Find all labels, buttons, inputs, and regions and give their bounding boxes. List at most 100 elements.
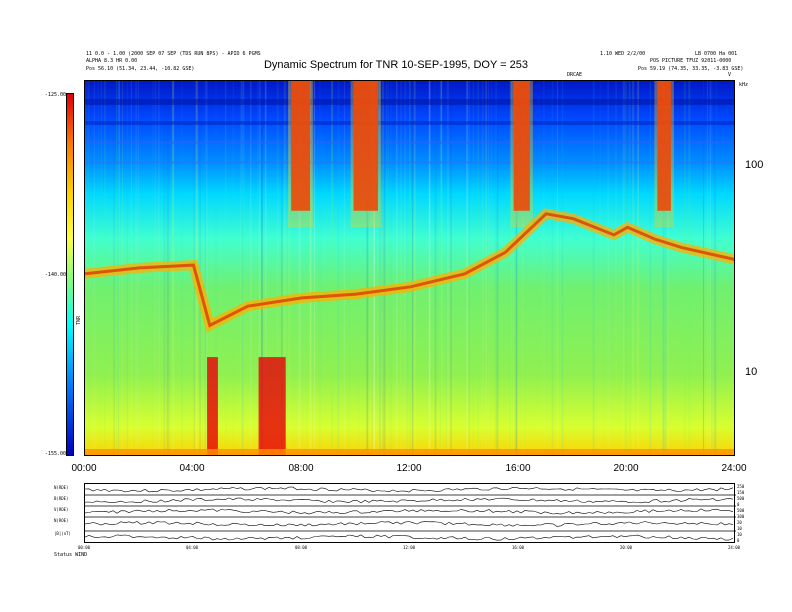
lower-panels [84, 483, 736, 543]
texture-streak [298, 81, 300, 455]
texture-streak [664, 81, 667, 455]
texture-streak [428, 81, 431, 455]
colorbar-label: TNR [76, 315, 82, 325]
texture-streak [390, 81, 392, 455]
panel-x-tick-1: 04:00 [185, 545, 199, 550]
texture-streak [382, 81, 385, 455]
texture-streak [378, 81, 381, 455]
colorbar [66, 93, 74, 456]
texture-streak [206, 81, 208, 455]
y-tick-10: 10 [745, 366, 758, 378]
texture-streak [556, 81, 559, 455]
radio-burst [657, 81, 671, 211]
texture-streak [371, 81, 373, 455]
texture-streak [662, 81, 665, 455]
texture-streak [283, 81, 286, 455]
texture-streak [411, 81, 414, 455]
horizontal-band [85, 121, 734, 125]
v-label: V [728, 72, 732, 78]
texture-streak [446, 81, 447, 455]
texture-streak [281, 81, 283, 455]
panel-label-5: |B|(nT) [54, 531, 71, 536]
texture-streak [306, 81, 308, 455]
panel-right-1b: 150 [737, 490, 745, 495]
texture-streak [615, 81, 617, 455]
texture-streak [709, 81, 712, 455]
header-left-line-1: 11 0.0 - 1.00 (2000 SEP 07 SEP (TDS RUN … [86, 51, 261, 57]
texture-streak [383, 81, 386, 455]
texture-streak [313, 81, 316, 455]
texture-streak [225, 81, 227, 455]
texture-streak [703, 81, 705, 455]
header-right-line-1: 1.10 WED 2/2/00 [600, 51, 646, 57]
texture-streak [371, 81, 373, 455]
texture-streak [319, 81, 321, 455]
texture-streak [599, 81, 601, 455]
texture-streak [276, 81, 279, 455]
texture-streak [622, 81, 625, 455]
texture-streak [386, 81, 388, 455]
texture-streak [256, 81, 258, 455]
texture-streak [522, 81, 524, 455]
panel-label-1: N(RDE) [54, 485, 69, 490]
panel-right-5b: 0 [737, 538, 740, 543]
chart-title: Dynamic Spectrum for TNR 10-SEP-1995, DO… [263, 59, 528, 71]
texture-streak [396, 81, 398, 455]
panel-x-tick-4: 16:00 [511, 545, 525, 550]
radio-burst [291, 81, 311, 211]
texture-streak [624, 81, 627, 455]
texture-streak [242, 81, 245, 455]
texture-streak [706, 81, 708, 455]
panel-label-3: V(ROE) [54, 507, 69, 512]
panel-trace [85, 497, 734, 504]
texture-streak [408, 81, 411, 455]
plasma-line-core [85, 212, 734, 328]
texture-streak [523, 81, 525, 455]
texture-streak [684, 81, 686, 455]
texture-streak [632, 81, 635, 455]
panel-right-5a: 10 [737, 532, 742, 537]
x-tick-6: 24:00 [721, 463, 747, 474]
texture-streak [637, 81, 640, 455]
radio-burst-halo [288, 81, 314, 228]
texture-streak [232, 81, 235, 455]
texture-streak [258, 81, 261, 455]
texture-streak [428, 81, 431, 455]
texture-streak [512, 81, 514, 455]
texture-streak [713, 81, 716, 455]
texture-streak [434, 81, 437, 455]
y-tick-100: 100 [745, 159, 764, 171]
texture-streak [400, 81, 402, 455]
unit-label: kHz [739, 82, 749, 88]
texture-streak [382, 81, 384, 455]
panel-right-4b: 10 [737, 526, 742, 531]
texture-streak [491, 81, 492, 455]
low-frequency-burst [258, 357, 286, 455]
texture-streak [509, 81, 511, 455]
texture-streak [260, 81, 263, 455]
radio-burst-halo [654, 81, 674, 228]
panel-right-4a: 20 [737, 520, 742, 525]
texture-streak [711, 81, 713, 455]
texture-streak [366, 81, 369, 455]
x-tick-5: 20:00 [613, 463, 639, 474]
horizontal-band [85, 141, 734, 144]
x-tick-4: 16:00 [505, 463, 531, 474]
texture-streak [561, 81, 564, 455]
texture-streak [450, 81, 452, 455]
texture-streak [543, 81, 545, 455]
header-left-pos: Pos 56.10 (51.34, 23.44, -10.82 GSE) [86, 66, 195, 72]
texture-streak [496, 81, 498, 455]
top-marker: DRCAE [567, 72, 583, 78]
texture-streak [404, 81, 406, 455]
texture-streak [667, 81, 669, 455]
header-right-pos: Pos 59.19 (74.35, 33.35, -3.83 GSE) [638, 66, 744, 72]
x-tick-1: 04:00 [179, 463, 205, 474]
texture-streak [628, 81, 631, 455]
panel-trace [85, 508, 734, 515]
texture-streak [87, 81, 90, 455]
radio-burst-halo [510, 81, 533, 228]
panel-right-2b: 0 [737, 502, 740, 507]
panel-x-tick-5: 20:00 [619, 545, 633, 550]
texture-streak [373, 81, 375, 455]
